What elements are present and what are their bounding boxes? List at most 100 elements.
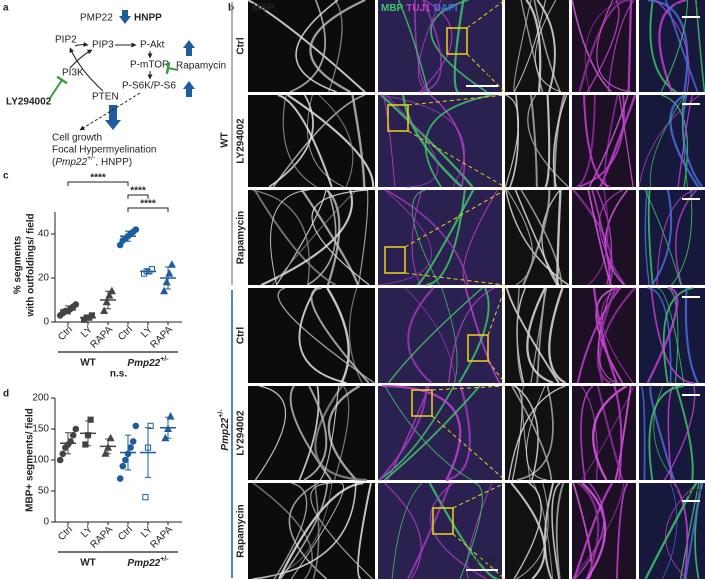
micrograph: [639, 482, 705, 580]
fiber: [544, 94, 551, 188]
fiber: [516, 482, 549, 580]
fiber: [333, 385, 350, 481]
fiber: [385, 94, 439, 188]
micrograph: [378, 0, 502, 93]
zoom-guide: [466, 0, 506, 29]
group-label: WT: [80, 358, 96, 369]
fiber: [466, 482, 493, 580]
x-tick-label: RAPA: [88, 324, 115, 351]
fiber: [661, 482, 678, 580]
fiber: [314, 385, 367, 482]
genotype-sup: +/-: [160, 556, 169, 563]
fiber: [644, 189, 682, 286]
fiber: [576, 287, 621, 384]
fiber: [307, 189, 337, 286]
fiber: [516, 287, 524, 384]
scale-label: 50 µm: [470, 555, 498, 566]
genotype-sup: +/-: [160, 356, 169, 363]
data-point: [160, 286, 169, 295]
arrow: [74, 41, 89, 47]
channel: DAPI: [434, 3, 458, 14]
data-point: [142, 494, 149, 501]
fiber: [653, 385, 675, 481]
micrograph: [505, 482, 569, 580]
fiber: [319, 385, 340, 481]
fiber: [681, 94, 703, 188]
x-tick-label: RAPA: [88, 524, 115, 551]
data-point: [72, 425, 80, 433]
micrograph: [248, 189, 375, 286]
micrograph: [638, 93, 705, 188]
fiber: [573, 482, 614, 580]
inhibition: [165, 61, 179, 75]
fiber: [533, 0, 561, 93]
zoom-guide: [466, 53, 506, 93]
fiber: [647, 189, 654, 286]
zoom-box: [384, 246, 406, 274]
gene-name: Pmp22: [127, 558, 160, 569]
gene-name: Pmp22: [127, 358, 160, 369]
zoom-guide: [452, 533, 506, 580]
fiber: [526, 287, 554, 385]
gene-name: Pmp22: [220, 417, 231, 450]
fiber: [383, 385, 481, 481]
micrograph: [639, 286, 705, 384]
fiber: [510, 482, 546, 580]
fiber: [644, 189, 650, 286]
group-label: Pmp22+/-: [127, 356, 169, 369]
drug-label: LY294002: [6, 97, 52, 108]
node-label: PTEN: [92, 92, 119, 103]
fiber: [581, 482, 607, 580]
fiber: [657, 287, 685, 384]
fiber: [407, 287, 435, 384]
micrograph: [639, 189, 705, 286]
fiber: [458, 287, 490, 384]
fiber: [551, 482, 561, 580]
fiber: [326, 287, 350, 384]
gene-name: Pmp22: [55, 157, 87, 168]
fiber: [578, 0, 630, 93]
micrograph: [248, 287, 375, 384]
micrograph: [505, 189, 569, 286]
fiber: [310, 287, 370, 384]
zoom-box: [411, 389, 433, 417]
micrograph: [639, 0, 705, 93]
node-label: P-S6K/P-S6: [122, 81, 176, 92]
significance-label: n.s.: [110, 369, 127, 380]
fiber: [597, 287, 619, 384]
group-label: WT: [80, 558, 96, 569]
micrograph: [378, 482, 502, 580]
y-tick-label: 40: [38, 229, 50, 240]
scale-label: 10 µm: [674, 487, 702, 498]
fiber: [271, 189, 358, 286]
fiber: [348, 287, 363, 384]
fiber: [247, 0, 366, 93]
fiber: [648, 385, 684, 481]
micrograph: [504, 94, 570, 188]
data-point: [56, 456, 64, 464]
micrograph: [378, 189, 502, 287]
image-background: [378, 190, 502, 285]
fiber: [278, 481, 364, 580]
x-tick-label: Ctrl: [116, 324, 135, 343]
outcome-label: Focal Hypermyelination: [52, 145, 157, 156]
fiber: [663, 385, 696, 481]
fiber: [277, 94, 333, 188]
fiber: [534, 0, 562, 93]
fiber: [675, 385, 694, 481]
genotype-sup: +/-: [87, 155, 96, 162]
micrograph: [505, 0, 569, 93]
fiber: [391, 482, 423, 580]
micrograph: [571, 0, 636, 93]
significance-bracket: [127, 207, 169, 212]
fiber: [660, 0, 689, 93]
data-point: [119, 462, 127, 470]
fiber: [533, 482, 554, 580]
drug-label: Rapamycin: [176, 61, 226, 72]
fiber: [309, 0, 366, 94]
paren: (: [52, 157, 56, 168]
x-tick-label: Ctrl: [116, 524, 135, 543]
fiber: [582, 94, 611, 188]
fiber: [673, 482, 689, 580]
image-background: [378, 483, 502, 579]
